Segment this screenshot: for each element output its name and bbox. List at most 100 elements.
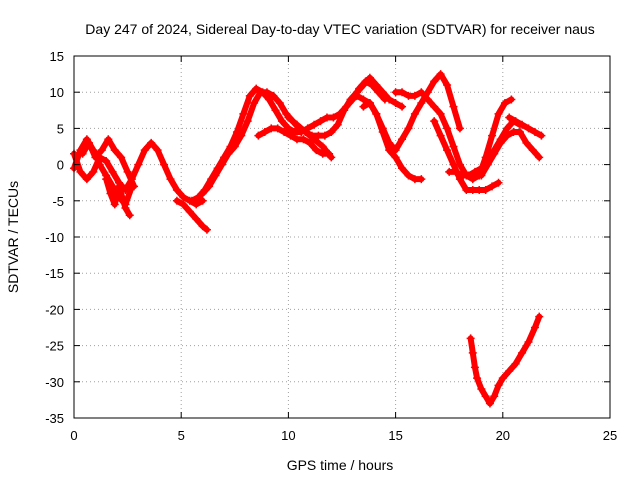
data-point bbox=[179, 193, 188, 202]
data-point bbox=[385, 95, 394, 104]
y-tick-label: -30 bbox=[45, 375, 64, 390]
y-tick-label: -20 bbox=[45, 302, 64, 317]
data-point bbox=[470, 363, 479, 372]
data-point bbox=[385, 146, 394, 155]
y-tick-label: 15 bbox=[50, 49, 64, 64]
data-point bbox=[490, 392, 499, 401]
data-point bbox=[353, 91, 362, 100]
data-point bbox=[404, 124, 413, 133]
data-point bbox=[530, 128, 539, 137]
data-point bbox=[166, 175, 175, 184]
series-arc-i bbox=[284, 113, 336, 162]
series-arc-p bbox=[477, 128, 544, 180]
data-point bbox=[488, 131, 497, 140]
data-point bbox=[310, 120, 319, 129]
data-point bbox=[481, 392, 490, 401]
series-arc-q bbox=[505, 113, 546, 140]
data-point bbox=[498, 374, 507, 383]
y-tick-label: -5 bbox=[52, 194, 64, 209]
data-point bbox=[260, 128, 269, 137]
series-arc-r bbox=[466, 312, 544, 408]
series-arc-n bbox=[430, 117, 503, 194]
data-point bbox=[528, 146, 537, 155]
data-point bbox=[78, 149, 87, 158]
data-point bbox=[522, 138, 531, 147]
data-point bbox=[198, 222, 207, 231]
data-point bbox=[430, 117, 439, 126]
data-point bbox=[365, 99, 374, 108]
data-point bbox=[455, 124, 464, 133]
data-point bbox=[250, 99, 259, 108]
series-band bbox=[467, 313, 543, 407]
data-point bbox=[160, 160, 169, 169]
data-point bbox=[468, 348, 477, 357]
data-point bbox=[187, 196, 196, 205]
data-point bbox=[134, 160, 143, 169]
data-point bbox=[511, 359, 520, 368]
data-point bbox=[333, 120, 342, 129]
data-point bbox=[243, 117, 252, 126]
data-point bbox=[305, 138, 314, 147]
data-point bbox=[496, 138, 505, 147]
x-tick-label: 5 bbox=[178, 428, 185, 443]
data-point bbox=[398, 135, 407, 144]
y-tick-label: -35 bbox=[45, 411, 64, 426]
data-point bbox=[262, 88, 271, 97]
data-point bbox=[488, 182, 497, 191]
x-tick-label: 20 bbox=[496, 428, 510, 443]
data-point bbox=[436, 70, 445, 79]
data-point bbox=[518, 120, 527, 129]
data-point bbox=[106, 189, 115, 198]
data-point bbox=[483, 160, 492, 169]
data-point bbox=[172, 196, 181, 205]
data-point bbox=[417, 99, 426, 108]
x-axis-title: GPS time / hours bbox=[287, 457, 394, 473]
data-point bbox=[481, 185, 490, 194]
data-point bbox=[299, 135, 308, 144]
data-point bbox=[515, 128, 524, 137]
data-point bbox=[410, 91, 419, 100]
data-point bbox=[398, 102, 407, 111]
data-point bbox=[108, 167, 117, 176]
data-point bbox=[239, 109, 248, 118]
data-point bbox=[85, 138, 94, 147]
data-point bbox=[130, 182, 139, 191]
data-point bbox=[224, 149, 233, 158]
data-point bbox=[423, 95, 432, 104]
series-arc-h bbox=[254, 124, 334, 158]
data-point bbox=[535, 312, 544, 321]
data-point bbox=[194, 193, 203, 202]
data-point bbox=[503, 131, 512, 140]
data-point bbox=[372, 80, 381, 89]
data-point bbox=[490, 149, 499, 158]
data-point bbox=[340, 106, 349, 115]
data-point bbox=[179, 200, 188, 209]
data-point bbox=[436, 109, 445, 118]
data-point bbox=[104, 135, 113, 144]
series-arc-e bbox=[172, 196, 211, 234]
data-point bbox=[102, 175, 111, 184]
data-point bbox=[477, 171, 486, 180]
data-point bbox=[507, 95, 516, 104]
data-point bbox=[277, 117, 286, 126]
data-point bbox=[198, 189, 207, 198]
data-point bbox=[292, 120, 301, 129]
tick-layer: 15 10 5 0 -5 -10 -15 -20 -25 -30 -35 0 5 10 15 20 25 bbox=[45, 49, 617, 443]
data-point bbox=[430, 102, 439, 111]
y-tick-label: -15 bbox=[45, 266, 64, 281]
data-point bbox=[473, 374, 482, 383]
data-point bbox=[217, 160, 226, 169]
y-tick-label: 5 bbox=[57, 121, 64, 136]
data-point bbox=[451, 167, 460, 176]
data-point bbox=[524, 124, 533, 133]
data-point bbox=[301, 128, 310, 137]
data-point bbox=[477, 385, 486, 394]
data-point bbox=[271, 106, 280, 115]
data-point bbox=[518, 348, 527, 357]
data-point bbox=[320, 131, 329, 140]
data-point bbox=[505, 366, 514, 375]
data-point bbox=[443, 124, 452, 133]
grid-layer bbox=[74, 56, 610, 418]
data-point bbox=[346, 95, 355, 104]
